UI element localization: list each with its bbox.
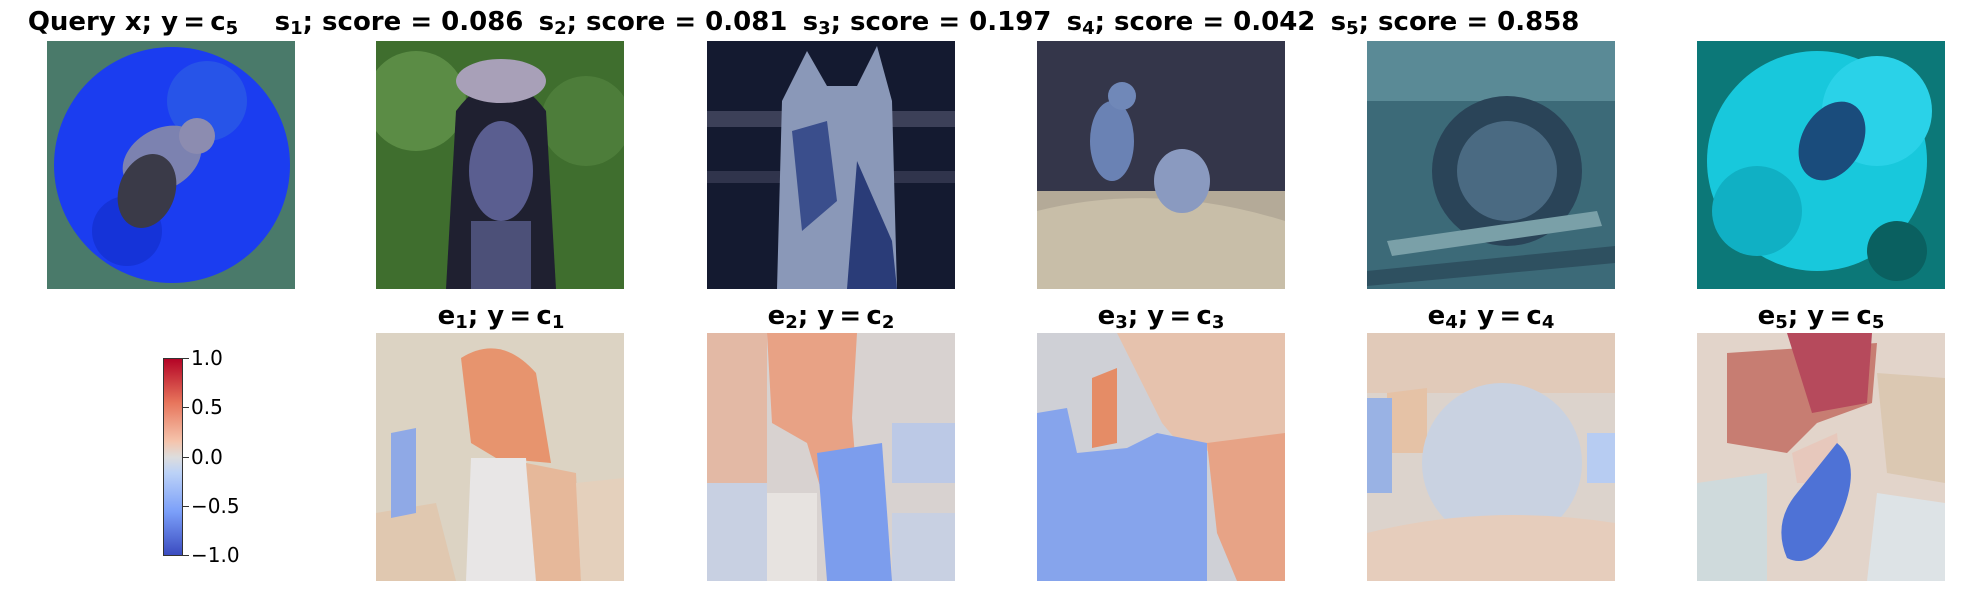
similar-title-5: s5; score = 0.858 xyxy=(1330,7,1580,39)
explanation-map-3 xyxy=(1037,333,1285,581)
explanation-title-4: e4; y = c4 xyxy=(1427,301,1555,333)
colorbar-tick xyxy=(183,457,189,458)
similar-title-2: s2; score = 0.081 xyxy=(538,7,788,39)
similar-title-3: s3; score = 0.197 xyxy=(802,7,1052,39)
colorbar-tick-label: 1.0 xyxy=(191,346,223,370)
explanation-map-1 xyxy=(376,333,624,581)
similar-image-4 xyxy=(1367,41,1615,289)
explanation-map-5 xyxy=(1697,333,1945,581)
explanation-title-3: e3; y = c3 xyxy=(1097,301,1225,333)
colorbar-tick-label: −1.0 xyxy=(191,543,240,567)
explanation-map-2 xyxy=(707,333,955,581)
colorbar-tick-label: 0.5 xyxy=(191,395,223,419)
similar-image-5 xyxy=(1697,41,1945,289)
similar-title-4: s4; score = 0.042 xyxy=(1066,7,1316,39)
similar-image-1 xyxy=(376,41,624,289)
similar-title-1: s1; score = 0.086 xyxy=(274,7,524,39)
similar-image-3 xyxy=(1037,41,1285,289)
explanation-map-4 xyxy=(1367,333,1615,581)
query-image xyxy=(47,41,295,289)
colorbar-tick xyxy=(183,358,189,359)
explanation-title-2: e2; y = c2 xyxy=(767,301,895,333)
explanation-title-1: e1; y = c1 xyxy=(437,301,565,333)
similar-image-2 xyxy=(707,41,955,289)
colorbar xyxy=(163,358,183,556)
colorbar-tick-label: 0.0 xyxy=(191,445,223,469)
colorbar-tick xyxy=(183,555,189,556)
query-title: Query x; y = c5 xyxy=(27,7,239,39)
colorbar-tick-label: −0.5 xyxy=(191,494,240,518)
colorbar-tick xyxy=(183,407,189,408)
colorbar-tick xyxy=(183,506,189,507)
explanation-title-5: e5; y = c5 xyxy=(1757,301,1885,333)
